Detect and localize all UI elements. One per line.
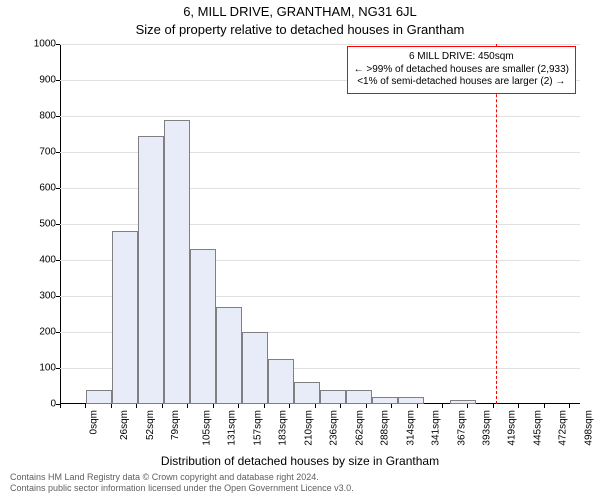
xtick-label: 314sqm — [405, 410, 416, 446]
property-callout: 6 MILL DRIVE: 450sqm← >99% of detached h… — [347, 46, 576, 94]
xtick-mark — [289, 404, 290, 408]
xtick-label: 393sqm — [482, 410, 493, 446]
callout-line3: <1% of semi-detached houses are larger (… — [354, 76, 569, 89]
xtick-label: 0sqm — [88, 410, 99, 434]
xtick-mark — [238, 404, 239, 408]
ytick-label: 900 — [39, 75, 60, 86]
histogram-bar — [268, 359, 294, 404]
xtick-mark — [417, 404, 418, 408]
ytick-label: 200 — [39, 327, 60, 338]
footnote-line1: Contains HM Land Registry data © Crown c… — [10, 472, 354, 483]
xtick-mark — [315, 404, 316, 408]
grid-line — [60, 116, 580, 117]
xtick-label: 79sqm — [170, 410, 181, 440]
xtick-mark — [187, 404, 188, 408]
xtick-mark — [391, 404, 392, 408]
property-marker-line — [496, 44, 497, 404]
x-axis-label: Distribution of detached houses by size … — [0, 454, 600, 468]
histogram-bar — [294, 382, 320, 404]
callout-line1: 6 MILL DRIVE: 450sqm — [354, 51, 569, 64]
histogram-bar — [242, 332, 268, 404]
xtick-label: 419sqm — [507, 410, 518, 446]
xtick-label: 26sqm — [119, 410, 130, 440]
xtick-mark — [213, 404, 214, 408]
histogram-bar — [216, 307, 242, 404]
ytick-label: 300 — [39, 291, 60, 302]
xtick-mark — [442, 404, 443, 408]
grid-line — [60, 44, 580, 45]
xtick-label: 210sqm — [303, 410, 314, 446]
ytick-label: 0 — [50, 399, 60, 410]
ytick-label: 400 — [39, 255, 60, 266]
xtick-label: 288sqm — [380, 410, 391, 446]
xtick-label: 262sqm — [354, 410, 365, 446]
ytick-label: 600 — [39, 183, 60, 194]
ytick-label: 100 — [39, 363, 60, 374]
xtick-label: 105sqm — [201, 410, 212, 446]
histogram-bar — [320, 390, 346, 404]
xtick-mark — [493, 404, 494, 408]
xtick-mark — [544, 404, 545, 408]
callout-line2: ← >99% of detached houses are smaller (2… — [354, 64, 569, 77]
histogram-bar — [346, 390, 372, 404]
xtick-label: 131sqm — [227, 410, 238, 446]
xtick-label: 157sqm — [252, 410, 263, 446]
title-main: 6, MILL DRIVE, GRANTHAM, NG31 6JL — [0, 4, 600, 19]
ytick-label: 800 — [39, 111, 60, 122]
histogram-bar — [86, 390, 112, 404]
xtick-label: 236sqm — [329, 410, 340, 446]
footnote: Contains HM Land Registry data © Crown c… — [10, 472, 354, 495]
xtick-mark — [518, 404, 519, 408]
xtick-mark — [136, 404, 137, 408]
xtick-mark — [162, 404, 163, 408]
xtick-label: 52sqm — [145, 410, 156, 440]
histogram-bar — [164, 120, 190, 404]
xtick-label: 183sqm — [278, 410, 289, 446]
xtick-label: 341sqm — [431, 410, 442, 446]
histogram-bar — [112, 231, 138, 404]
histogram-bar — [138, 136, 164, 404]
xtick-mark — [467, 404, 468, 408]
xtick-mark — [366, 404, 367, 408]
xtick-mark — [340, 404, 341, 408]
xtick-mark — [85, 404, 86, 408]
ytick-label: 500 — [39, 219, 60, 230]
figure: 6, MILL DRIVE, GRANTHAM, NG31 6JL Size o… — [0, 0, 600, 500]
xtick-label: 367sqm — [456, 410, 467, 446]
xtick-mark — [60, 404, 61, 408]
title-sub: Size of property relative to detached ho… — [0, 22, 600, 37]
ytick-label: 700 — [39, 147, 60, 158]
footnote-line2: Contains public sector information licen… — [10, 483, 354, 494]
xtick-mark — [264, 404, 265, 408]
histogram-bar — [398, 397, 424, 404]
xtick-mark — [569, 404, 570, 408]
histogram-bar — [190, 249, 216, 404]
xtick-label: 445sqm — [533, 410, 544, 446]
xtick-label: 472sqm — [558, 410, 569, 446]
xtick-mark — [111, 404, 112, 408]
ytick-label: 1000 — [34, 39, 60, 50]
histogram-bar — [450, 400, 476, 404]
plot-area: 010020030040050060070080090010000sqm26sq… — [60, 44, 580, 404]
xtick-label: 498sqm — [583, 410, 594, 446]
histogram-bar — [372, 397, 398, 404]
